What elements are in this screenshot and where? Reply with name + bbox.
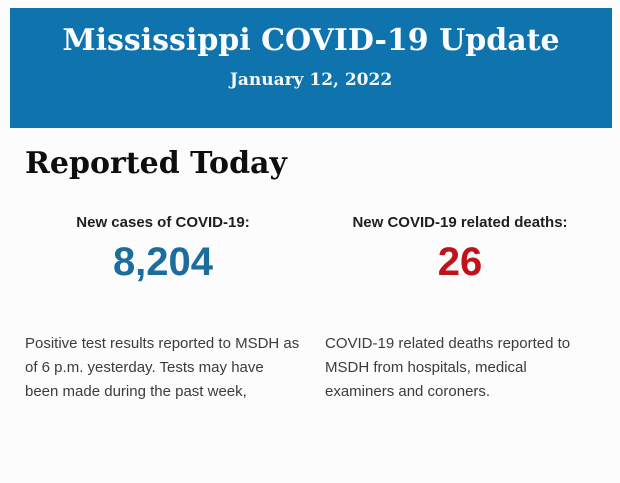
stat-new-deaths: New COVID-19 related deaths: 26 COVID-19… (325, 214, 595, 404)
new-deaths-value: 26 (437, 240, 483, 284)
stats-row: New cases of COVID-19: 8,204 Positive te… (25, 214, 595, 404)
new-deaths-description: COVID-19 related deaths reported to MSDH… (325, 335, 571, 400)
new-deaths-label: New COVID-19 related deaths: (352, 214, 568, 231)
main-content: Reported Today New cases of COVID-19: 8,… (0, 128, 620, 404)
header-banner: Mississippi COVID-19 Update January 12, … (10, 8, 612, 128)
page-title: Mississippi COVID-19 Update (62, 23, 560, 58)
new-cases-description: Positive test results reported to MSDH a… (25, 335, 300, 400)
stat-new-cases: New cases of COVID-19: 8,204 Positive te… (25, 214, 301, 404)
report-date: January 12, 2022 (229, 70, 393, 90)
section-heading: Reported Today (25, 146, 287, 181)
new-cases-label: New cases of COVID-19: (76, 214, 250, 231)
new-cases-value: 8,204 (112, 240, 214, 284)
